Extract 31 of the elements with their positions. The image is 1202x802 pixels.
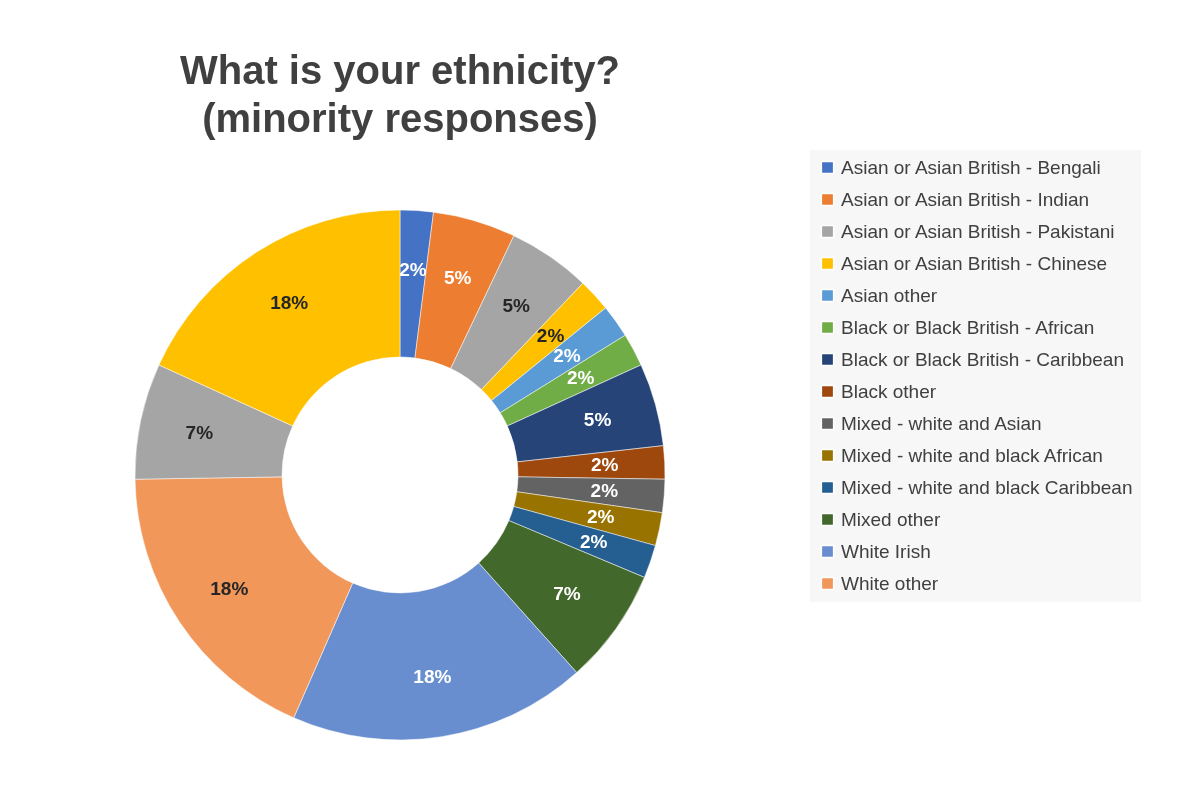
legend-label: Mixed other	[841, 508, 941, 530]
data-label: 2%	[591, 454, 619, 476]
data-label: 2%	[579, 531, 608, 553]
data-label: 18%	[270, 291, 309, 313]
legend-label: Black other	[841, 380, 937, 402]
data-label: 2%	[566, 367, 595, 389]
legend-label: Mixed - white and Asian	[841, 412, 1042, 434]
legend-label: White other	[841, 572, 939, 594]
chart-title: What is your ethnicity? (minority responses)	[179, 48, 621, 140]
data-label: 7%	[553, 582, 581, 604]
legend-label: Asian or Asian British - Pakistani	[841, 220, 1115, 242]
legend-label: Asian or Asian British - Chinese	[841, 252, 1108, 274]
data-label: 2%	[553, 345, 581, 367]
data-label: 5%	[583, 409, 612, 431]
legend-label: Black or Black British - Caribbean	[841, 348, 1124, 370]
data-label: 2%	[399, 259, 427, 281]
data-label: 18%	[413, 666, 452, 688]
legend-label: Mixed - white and black Caribbean	[841, 476, 1133, 498]
legend-label: Asian or Asian British - Indian	[841, 188, 1090, 210]
legend-label: Black or Black British - African	[841, 316, 1095, 338]
legend-label: Mixed - white and black African	[841, 444, 1103, 466]
data-label: 7%	[185, 422, 214, 444]
data-label: 2%	[536, 324, 565, 346]
data-label: 5%	[444, 267, 472, 289]
data-label: 18%	[210, 577, 249, 599]
data-label: 2%	[586, 505, 615, 527]
legend-label: Asian or Asian British - Bengali	[841, 156, 1101, 178]
data-label: 2%	[590, 480, 619, 502]
legend-label: White Irish	[841, 540, 931, 562]
data-label: 5%	[502, 295, 531, 317]
legend-label: Asian other	[841, 284, 938, 306]
